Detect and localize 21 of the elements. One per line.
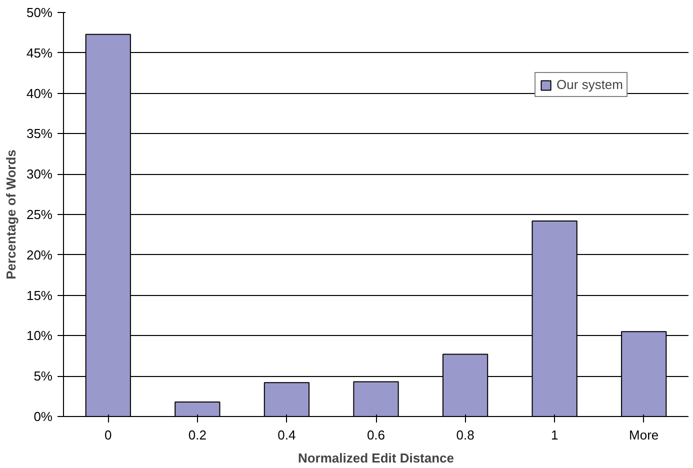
y-tick-label: 45% [26, 45, 53, 60]
y-axis-title: Percentage of Words [3, 150, 18, 280]
x-tick-label: 0 [104, 428, 112, 442]
y-tick-label: 35% [26, 126, 53, 142]
x-tick-label: 1 [550, 428, 558, 442]
y-tick-label: 15% [26, 288, 53, 303]
y-tick-label: 0% [34, 409, 53, 424]
y-tick-label: 50% [26, 5, 53, 20]
y-tick-label: 5% [34, 368, 53, 384]
legend-label: Our system [556, 77, 623, 92]
x-axis-title: Normalized Edit Distance [298, 450, 454, 466]
y-tick-label: 40% [26, 86, 53, 101]
y-tick-label: 30% [26, 166, 53, 182]
x-tick-label: 0.6 [366, 428, 386, 442]
y-tick-label: 10% [26, 328, 53, 344]
x-tick-label: 0.8 [456, 428, 474, 442]
x-tick-label: More [629, 428, 659, 442]
y-tick-label: 20% [26, 247, 53, 262]
x-tick-label: 0.2 [188, 428, 206, 442]
x-tick-label: 0.4 [278, 428, 296, 442]
y-tick-label: 25% [26, 207, 53, 222]
